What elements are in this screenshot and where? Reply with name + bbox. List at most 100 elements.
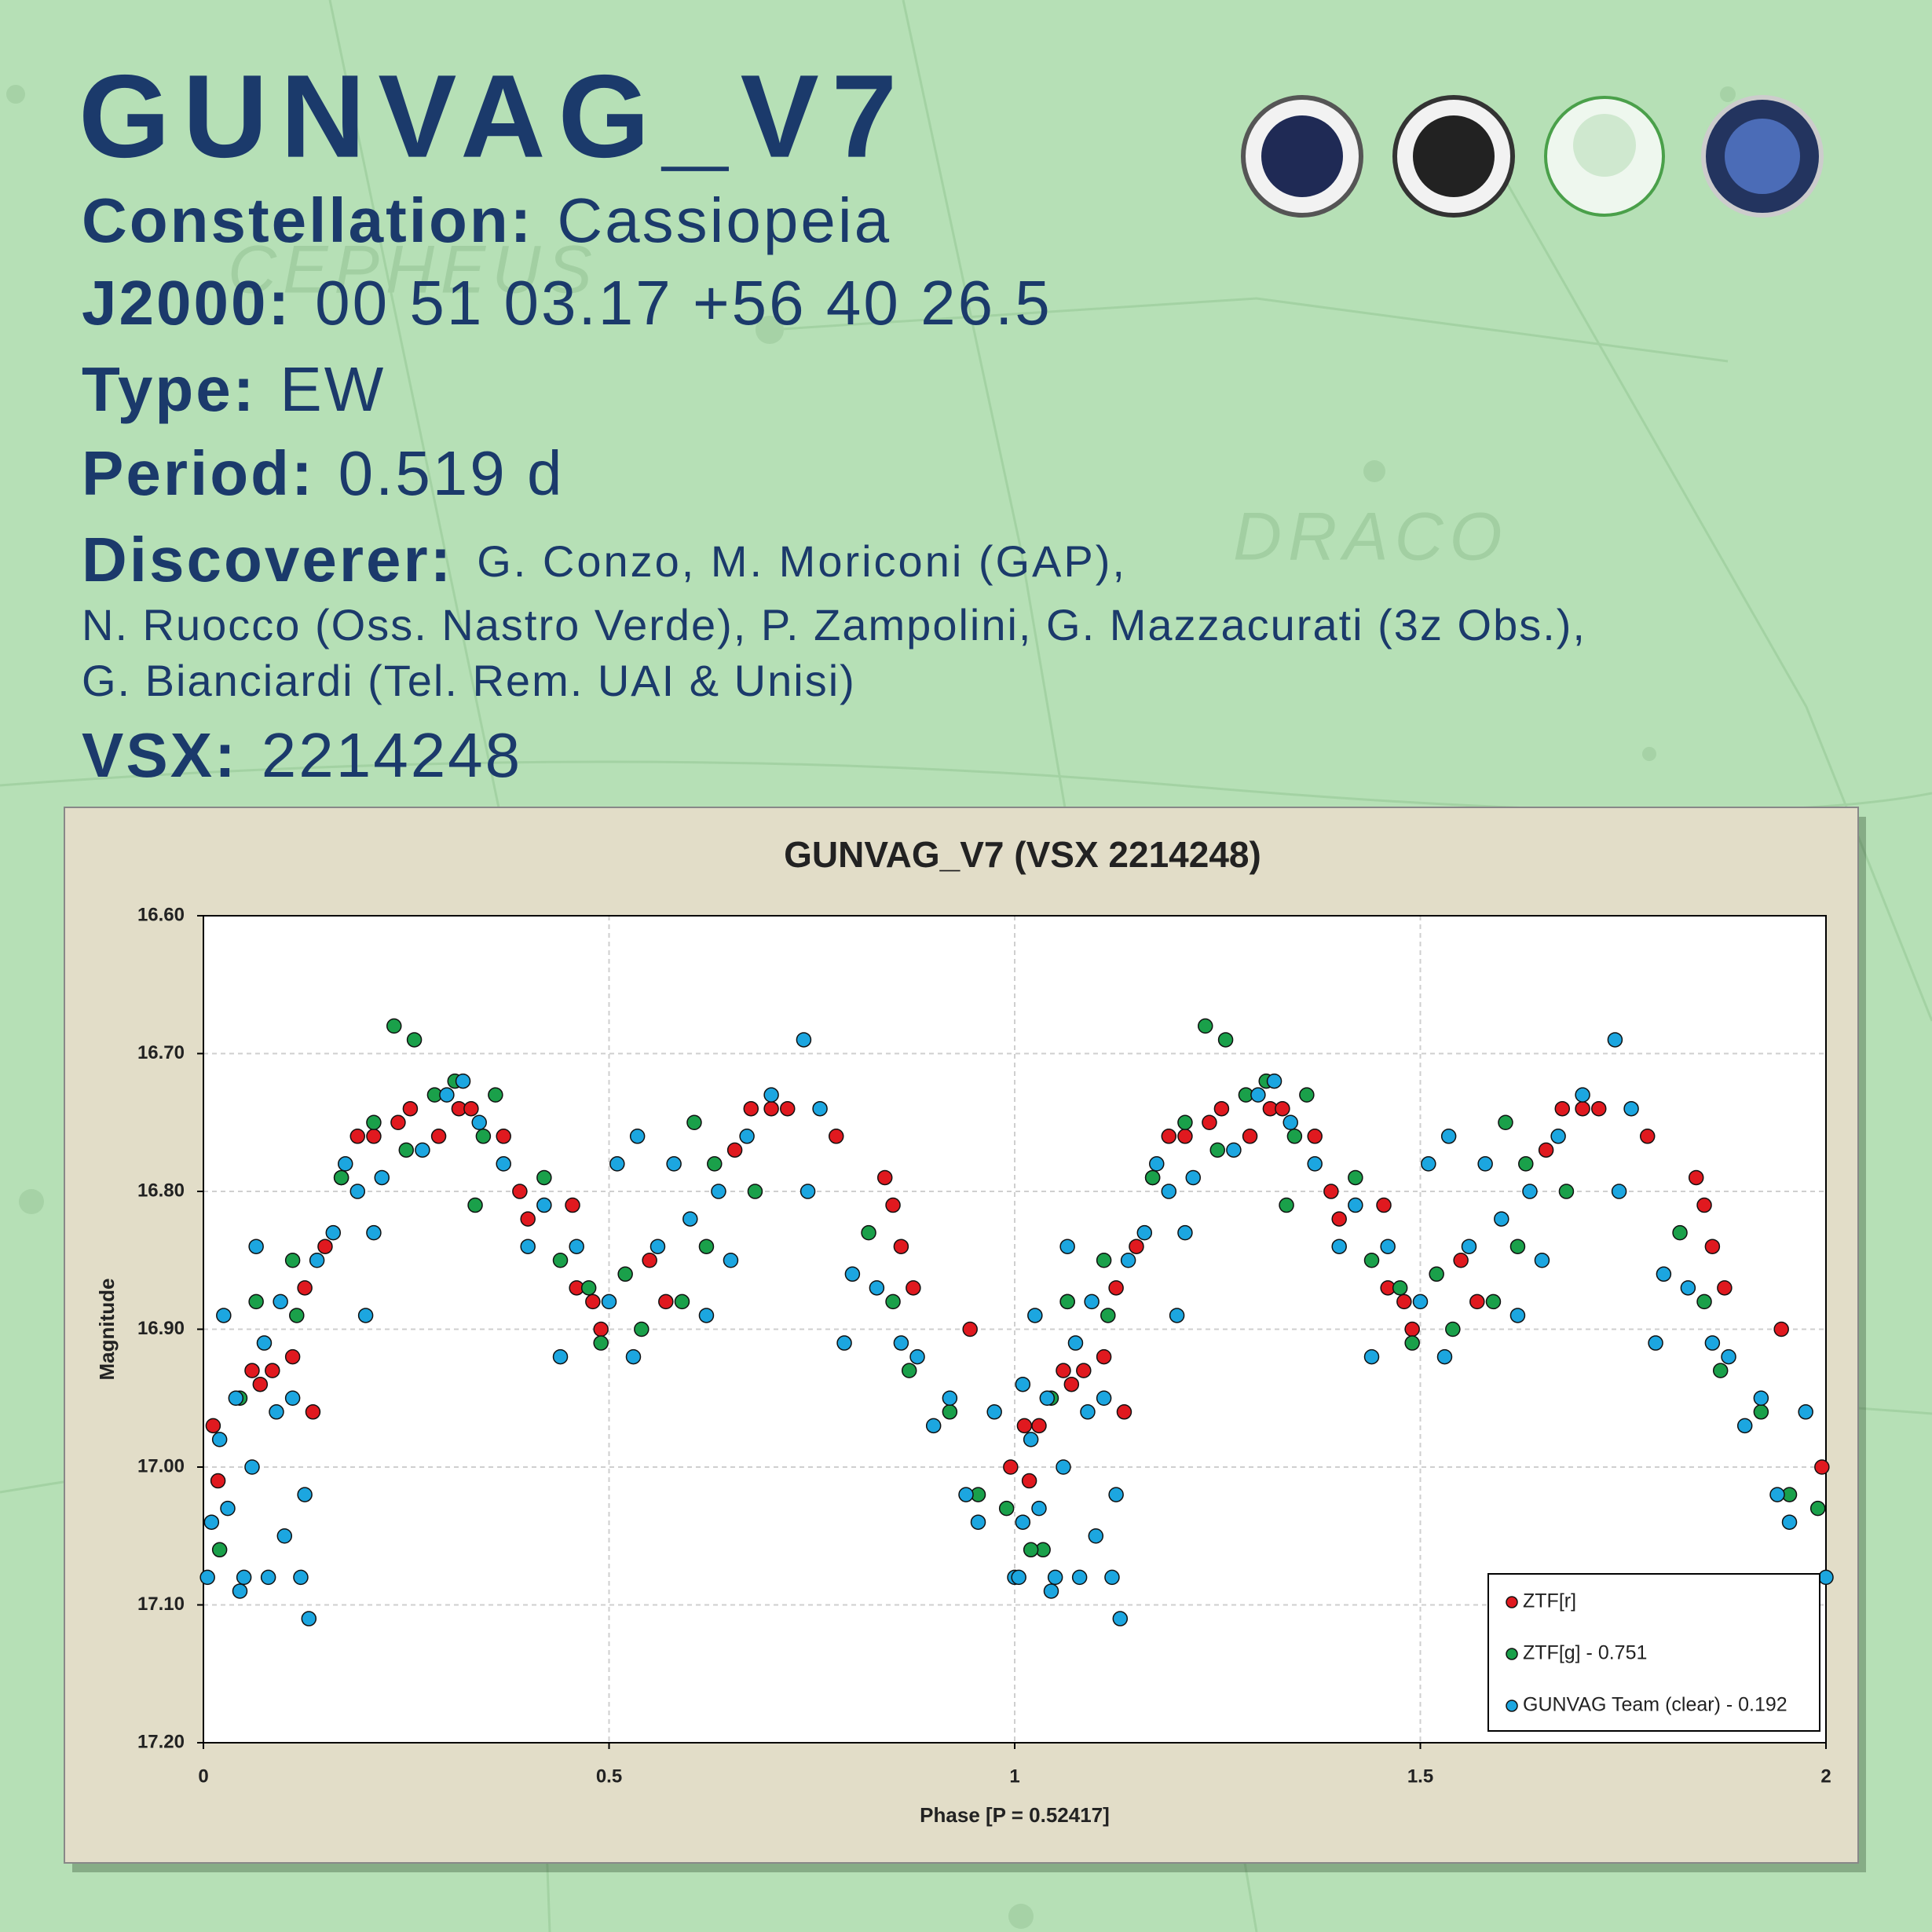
data-point xyxy=(986,1404,1002,1420)
data-point xyxy=(1209,1142,1225,1158)
data-point xyxy=(1063,1376,1080,1392)
data-point xyxy=(634,1321,649,1337)
data-point xyxy=(1149,1156,1165,1172)
data-point xyxy=(406,1032,423,1048)
data-point xyxy=(269,1404,284,1420)
legend xyxy=(1487,1573,1820,1732)
data-point xyxy=(220,1500,236,1517)
data-point xyxy=(909,1348,925,1365)
legend-label: GUNVAG Team (clear) - 0.192 xyxy=(1523,1694,1787,1716)
data-point xyxy=(260,1569,276,1586)
y-tick-label: 16.80 xyxy=(137,1180,185,1201)
y-tick-label: 16.90 xyxy=(137,1318,185,1339)
y-axis-title: Magnitude xyxy=(95,1279,119,1381)
data-point xyxy=(467,1197,483,1213)
data-point xyxy=(1440,1129,1457,1144)
data-point xyxy=(1798,1404,1813,1420)
data-point xyxy=(1021,1473,1037,1489)
data-point xyxy=(1056,1363,1071,1378)
data-point xyxy=(601,1293,617,1310)
data-point xyxy=(536,1169,552,1186)
data-point xyxy=(1611,1184,1627,1199)
data-point xyxy=(1250,1087,1266,1103)
data-point xyxy=(1136,1224,1153,1241)
data-point xyxy=(812,1100,828,1117)
data-point xyxy=(1494,1211,1509,1227)
legend-label: ZTF[r] xyxy=(1523,1590,1576,1612)
data-point xyxy=(366,1129,382,1144)
field-value: EW xyxy=(280,354,386,424)
data-point xyxy=(1672,1224,1688,1241)
data-point xyxy=(1498,1114,1513,1130)
data-point xyxy=(244,1363,260,1378)
data-point xyxy=(970,1514,986,1530)
data-point xyxy=(455,1073,471,1089)
data-point xyxy=(338,1156,353,1172)
data-point xyxy=(942,1404,958,1420)
data-point xyxy=(1461,1239,1477,1254)
data-point xyxy=(1712,1363,1729,1378)
data-point xyxy=(248,1293,264,1310)
field-label: Period: xyxy=(82,438,315,508)
data-point xyxy=(1279,1197,1294,1213)
field-label: Constellation: xyxy=(82,185,533,255)
data-point xyxy=(1814,1459,1830,1475)
data-point xyxy=(1071,1569,1088,1586)
data-point xyxy=(1412,1293,1429,1310)
data-point xyxy=(836,1335,852,1351)
data-point xyxy=(475,1129,492,1144)
data-point xyxy=(1067,1335,1084,1351)
y-tick-label: 17.20 xyxy=(137,1731,185,1752)
data-point xyxy=(682,1211,698,1227)
data-point xyxy=(536,1197,552,1213)
x-tick-label: 0.5 xyxy=(596,1766,622,1787)
data-point xyxy=(1688,1169,1704,1186)
data-point xyxy=(1023,1432,1039,1447)
data-point xyxy=(1059,1293,1075,1310)
data-point xyxy=(203,1514,220,1530)
data-point xyxy=(925,1418,942,1434)
data-point xyxy=(439,1087,455,1103)
data-point xyxy=(707,1156,723,1172)
header-fields: Constellation: Cassiopeia J2000: 00 51 03.1… xyxy=(82,185,1585,790)
data-point xyxy=(1623,1100,1639,1117)
data-point xyxy=(1348,1169,1363,1186)
data-point xyxy=(893,1335,909,1351)
data-point xyxy=(885,1293,901,1310)
data-point xyxy=(580,1280,597,1296)
field: Type: EW xyxy=(82,354,386,424)
data-point xyxy=(666,1156,682,1172)
data-point xyxy=(244,1459,260,1475)
data-point xyxy=(1108,1280,1124,1296)
chart-title: GUNVAG_V7 (VSX 2214248) xyxy=(784,834,1261,875)
data-point xyxy=(1023,1542,1039,1558)
map-label: DRACO xyxy=(1233,499,1509,575)
data-point xyxy=(962,1321,978,1337)
data-point xyxy=(686,1114,702,1130)
data-point xyxy=(1534,1253,1550,1268)
data-point xyxy=(901,1363,917,1378)
data-point xyxy=(1509,1308,1526,1323)
data-point xyxy=(1169,1308,1185,1323)
data-point xyxy=(284,1348,301,1365)
data-point xyxy=(1177,1224,1193,1241)
data-point xyxy=(1753,1404,1769,1420)
data-point xyxy=(297,1280,313,1296)
data-point xyxy=(357,1308,374,1323)
data-point xyxy=(625,1348,642,1365)
data-point xyxy=(199,1569,215,1586)
data-point xyxy=(210,1473,226,1489)
data-point xyxy=(552,1348,569,1365)
x-tick-label: 1 xyxy=(1009,1766,1019,1787)
field: J2000: 00 51 03.17 +56 40 26.5 xyxy=(82,268,1052,338)
data-point xyxy=(1781,1514,1798,1530)
data-point xyxy=(1396,1293,1412,1310)
data-point xyxy=(333,1169,349,1186)
field-value: 2214248 xyxy=(262,720,522,790)
data-point xyxy=(1299,1087,1315,1103)
data-point xyxy=(1363,1253,1380,1268)
data-point xyxy=(593,1335,609,1351)
data-point xyxy=(861,1224,876,1241)
data-point xyxy=(1477,1156,1493,1172)
data-point xyxy=(1080,1404,1096,1420)
